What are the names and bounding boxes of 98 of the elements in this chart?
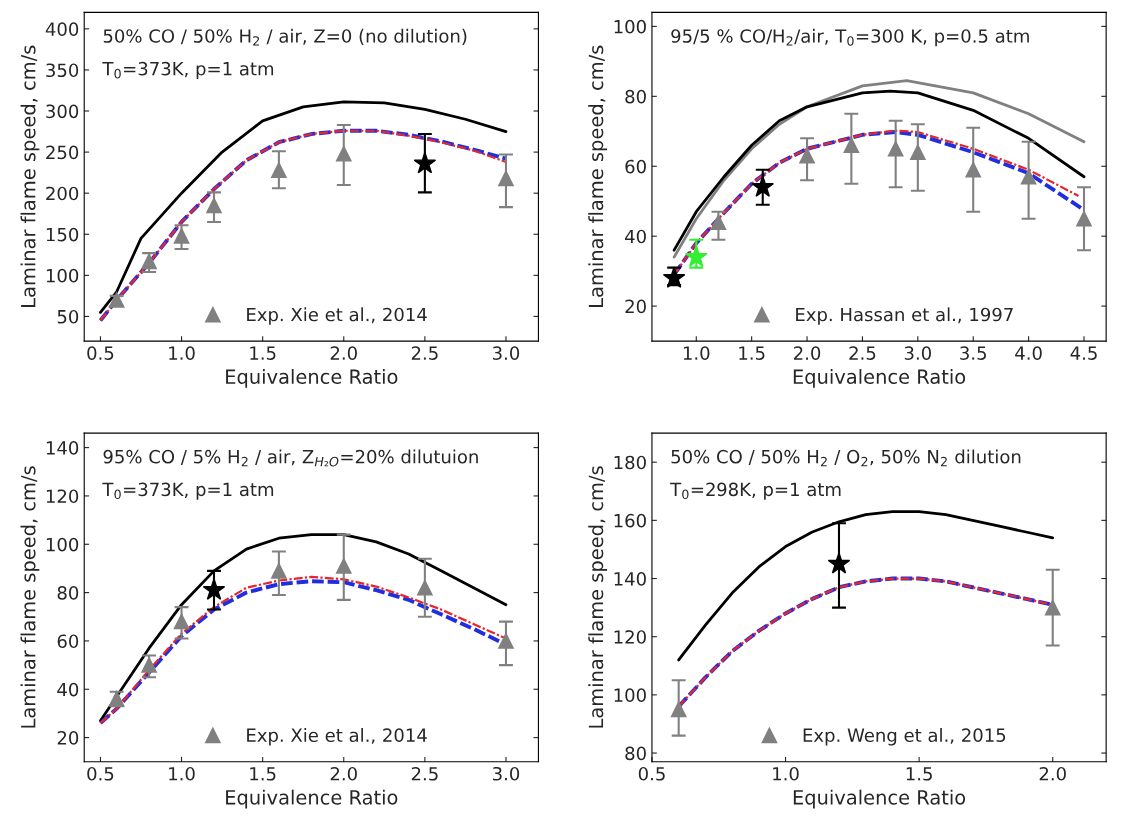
point (498, 170, 514, 187)
y-tick-label: 80 (625, 89, 646, 104)
y-tick-label: 140 (46, 441, 79, 455)
x-tick-label: 2.5 (849, 346, 876, 360)
point (413, 151, 437, 174)
annotation: T$_{0}$=373K, p=1 atm (102, 61, 274, 80)
point (799, 147, 815, 164)
x-tick-label: 3.0 (492, 766, 520, 781)
line-series (677, 510, 1055, 662)
point (887, 140, 904, 157)
y-tick-label: 100 (614, 19, 646, 34)
y-tick-label: 50 (57, 309, 79, 324)
point (202, 578, 226, 600)
y-tick-label: 120 (46, 489, 79, 504)
y-tick-label: 40 (625, 229, 646, 244)
y-axis-title: Laminar flame speed, cm/s (588, 466, 608, 728)
point (685, 245, 708, 267)
x-tick-label: 0.5 (638, 766, 665, 781)
point (965, 161, 982, 178)
x-tick-label: 1.0 (169, 346, 195, 360)
point (710, 214, 727, 230)
y-tick-label: 120 (614, 630, 646, 644)
point (910, 144, 926, 161)
x-tick-label: 1.5 (250, 346, 276, 360)
point (141, 253, 157, 270)
x-tick-label: 2.0 (794, 346, 821, 360)
x-axis-title: Equivalence Ratio (226, 789, 398, 809)
x-tick-label: 2.5 (411, 766, 438, 781)
annotation: 50% CO / 50% H$_{2}$ / O$_{2}$, 50% N$_{2}$ dilution (671, 449, 1021, 467)
point (1020, 168, 1037, 185)
y-axis-title: Laminar flame speed, cm/s (20, 45, 40, 307)
y-tick-label: 80 (625, 746, 646, 761)
legend-label: Exp. Xie et al., 2014 (247, 728, 427, 746)
x-tick-label: 2.0 (1039, 766, 1066, 781)
x-axis-title: Equivalence Ratio (226, 368, 398, 388)
point (751, 175, 775, 197)
point (173, 613, 190, 630)
y-axis-title: Laminar flame speed, cm/s (20, 466, 40, 728)
y-tick-label: 140 (614, 571, 646, 586)
y-tick-label: 400 (45, 22, 79, 36)
point (843, 137, 860, 154)
legend-label: Exp. Weng et al., 2015 (803, 728, 1006, 746)
legend-label: Exp. Xie et al., 2014 (247, 307, 427, 325)
point (173, 228, 190, 244)
y-tick-label: 100 (46, 268, 79, 283)
y-tick-label: 300 (46, 104, 79, 119)
point (206, 197, 222, 214)
x-axis-title: Equivalence Ratio (793, 789, 966, 809)
x-axis-title: Equivalence Ratio (793, 368, 966, 388)
x-tick-label: 2.0 (330, 766, 357, 781)
x-tick-label: 1.5 (739, 346, 765, 360)
x-tick-label: 3.0 (904, 346, 931, 360)
point (417, 579, 433, 596)
annotation: T$_{0}$=373K, p=1 atm (102, 482, 274, 500)
y-tick-label: 80 (57, 586, 79, 600)
y-tick-label: 60 (625, 159, 646, 174)
y-tick-label: 180 (614, 455, 646, 470)
y-tick-label: 200 (46, 186, 79, 201)
x-tick-label: 3.0 (492, 346, 520, 360)
point (1076, 210, 1092, 227)
point (498, 633, 514, 649)
annotation: 95/5 % CO/H$_{2}$/air, T$_{0}$=300 K, p=0.5 atm (671, 28, 1029, 47)
y-tick-label: 250 (46, 145, 79, 160)
point (271, 162, 287, 178)
x-tick-label: 0.5 (87, 346, 114, 360)
x-tick-label: 4.5 (1070, 346, 1097, 360)
y-tick-label: 20 (57, 731, 79, 745)
point (335, 558, 352, 574)
y-tick-label: 100 (614, 688, 646, 702)
point (335, 145, 352, 162)
line-series (99, 533, 508, 723)
y-tick-label: 160 (614, 513, 646, 528)
point (670, 701, 687, 718)
x-tick-label: 1.0 (683, 346, 710, 360)
y-tick-label: 100 (46, 537, 79, 552)
y-tick-label: 150 (46, 227, 79, 242)
y-tick-label: 350 (46, 63, 79, 78)
annotation: 50% CO / 50% H$_{2}$ / air, Z=0 (no dilution) (103, 28, 467, 46)
x-tick-label: 0.5 (87, 766, 114, 781)
y-tick-label: 20 (625, 299, 646, 314)
y-tick-label: 40 (57, 682, 79, 697)
x-tick-label: 2.5 (411, 346, 438, 360)
point (271, 563, 287, 579)
x-tick-label: 4.0 (1015, 346, 1042, 360)
x-tick-label: 1.5 (906, 767, 932, 781)
y-tick-label: 60 (57, 634, 79, 649)
x-tick-label: 2.0 (330, 346, 357, 360)
point (827, 552, 851, 574)
point (141, 657, 157, 673)
annotation: T$_{0}$=298K, p=1 atm (670, 482, 841, 500)
x-tick-label: 1.5 (250, 767, 276, 781)
x-tick-label: 1.0 (773, 766, 799, 781)
x-tick-label: 3.5 (960, 346, 986, 360)
y-axis-title: Laminar flame speed, cm/s (588, 45, 608, 307)
annotation: 95% CO / 5% H$_{2}$ / air, Z$_{H₂O}$=20% dilutuion (103, 449, 478, 467)
point (1044, 599, 1061, 616)
legend-label: Exp. Hassan et al., 1997 (796, 307, 1013, 325)
x-tick-label: 1.0 (169, 766, 195, 781)
